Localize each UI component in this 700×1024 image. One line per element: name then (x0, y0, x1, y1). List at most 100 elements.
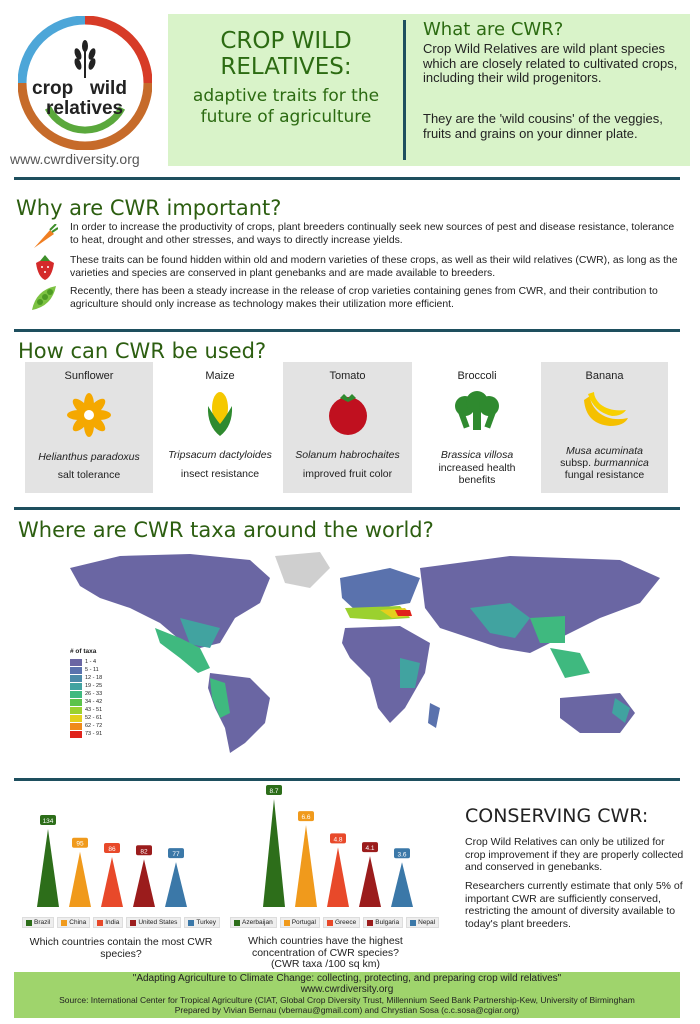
value-badge (330, 833, 346, 844)
species-name: Brassica villosa (440, 449, 514, 461)
what-p1: Crop Wild Relatives are wild plant speci… (423, 41, 678, 85)
footer: "Adapting Agriculture to Climate Change:… (14, 972, 680, 1018)
legend-item: United States (126, 917, 182, 928)
chart-bar (391, 862, 413, 907)
data-label: 82 (140, 848, 148, 855)
legend-swatch (283, 919, 290, 926)
legend-swatch (410, 919, 417, 926)
legend-label: 52 - 61 (85, 715, 103, 721)
what-title: What are CWR? (423, 19, 564, 40)
footer-quote: "Adapting Agriculture to Climate Change:… (132, 973, 562, 984)
legend-entry: 52 - 61 (70, 714, 110, 722)
legend-swatch (188, 919, 195, 926)
legend-swatch (367, 919, 374, 926)
legend-item: China (57, 917, 91, 928)
trait: insect resistance (180, 468, 260, 480)
species-name: Solanum habrochaites (295, 449, 400, 461)
maize-icon (160, 388, 280, 443)
list-item: In order to increase the productivity of… (30, 222, 680, 252)
what-p2: They are the 'wild cousins' of the veggi… (423, 111, 663, 141)
divider (14, 177, 680, 180)
legend-item: Bulgaria (363, 917, 404, 928)
legend-swatch (70, 690, 82, 698)
legend-item: Azerbaijan (230, 917, 277, 928)
data-label: 6.6 (301, 814, 310, 821)
map-legend: # of taxa 1 - 4 5 - 11 12 - 18 19 - 25 26 - … (70, 648, 110, 738)
value-badge (168, 848, 184, 859)
legend-title: # of taxa (70, 648, 97, 655)
chart-bar (133, 859, 155, 907)
conserving-p1: Crop Wild Relatives can only be utilized… (465, 836, 684, 873)
legend-swatch (70, 674, 82, 682)
legend-entry: 26 - 33 (70, 690, 110, 698)
legend-item: Brazil (22, 917, 55, 928)
value-badge (136, 845, 152, 856)
legend-swatch (130, 919, 137, 926)
strawberry-icon (34, 255, 56, 286)
chart-most-species: 134 95 86 82 77 (37, 815, 187, 907)
header-url[interactable]: www.cwrdiversity.org (10, 151, 140, 167)
chart-bar (359, 856, 381, 907)
chart2-unit: (CWR taxa /100 sq km) (270, 958, 381, 970)
data-label: 86 (108, 846, 116, 853)
chart1-caption: Which countries contain the most CWR spe… (29, 936, 213, 960)
logo: crop wild relatives (17, 15, 153, 151)
chart-bar (327, 847, 349, 907)
chart-bar (295, 825, 317, 907)
legend-swatch (326, 919, 333, 926)
legend-item: India (93, 917, 124, 928)
chart-bar (37, 829, 59, 907)
page-subtitle: adaptive traits for the future of agricu… (192, 86, 380, 127)
legend-label: 62 - 72 (85, 723, 103, 729)
legend-item: Turkey (184, 917, 221, 928)
value-badge (394, 848, 410, 859)
legend-label: Azerbaijan (242, 919, 273, 926)
legend-label: Brazil (34, 919, 51, 926)
why-text-1: In order to increase the productivity of… (70, 222, 675, 246)
crop-name: Broccoli (457, 370, 497, 382)
legend-swatch (234, 919, 240, 926)
value-badge (40, 815, 56, 825)
data-label: 8.7 (269, 788, 278, 795)
map-title: Where are CWR taxa around the world? (18, 518, 434, 542)
species-name: Musa acuminata (565, 445, 644, 457)
legend-label: 5 - 11 (85, 667, 99, 673)
legend-swatch (70, 706, 82, 714)
crop-card-banana: Banana Musa acuminata subsp. burmannica … (541, 362, 668, 493)
legend-swatch (70, 666, 82, 674)
trait: improved fruit color (302, 468, 393, 480)
crop-name: Banana (585, 370, 624, 382)
data-label: 4.8 (333, 836, 342, 843)
species-name: Tripsacum dactyloides (168, 449, 272, 461)
chart1-legend: Brazil China India United States Turkey (22, 917, 221, 928)
legend-label: Greece (334, 919, 357, 926)
legend-entry: 43 - 51 (70, 706, 110, 714)
crop-card-maize: Maize Tripsacum dactyloides insect resis… (160, 362, 280, 493)
footer-url[interactable]: www.cwrdiversity.org (300, 984, 394, 995)
legend-swatch (70, 698, 82, 706)
page-title: CROP WILD RELATIVES: (220, 28, 352, 80)
logo-wild: wild (90, 78, 127, 99)
list-item: These traits can be found hidden within … (30, 253, 680, 283)
value-badge (72, 837, 88, 848)
divider (14, 329, 680, 332)
data-label: 134 (43, 818, 54, 825)
used-title: How can CWR be used? (18, 339, 267, 363)
logo-relatives: relatives (46, 98, 124, 119)
legend-swatch (97, 919, 104, 926)
legend-swatch (26, 919, 32, 926)
legend-swatch (70, 682, 82, 690)
legend-item: Greece (322, 917, 361, 928)
crop-card-sunflower: Sunflower Helianthus paradoxus salt tole… (25, 362, 153, 493)
legend-entry: 62 - 72 (70, 722, 110, 730)
species-subsp: subsp. burmannica (560, 457, 649, 469)
data-label: 95 (76, 841, 84, 848)
pea-pod-icon (30, 284, 58, 317)
species-name: Helianthus paradoxus (38, 451, 140, 463)
crop-card-tomato: Tomato Solanum habrochaites improved fru… (283, 362, 412, 493)
crop-card-broccoli: Broccoli Brassica villosa increased heal… (418, 362, 536, 493)
value-badge (266, 785, 282, 795)
legend-label: 34 - 42 (85, 699, 103, 705)
legend-label: 73 - 91 (85, 731, 103, 737)
trait: fungal resistance (564, 469, 645, 481)
